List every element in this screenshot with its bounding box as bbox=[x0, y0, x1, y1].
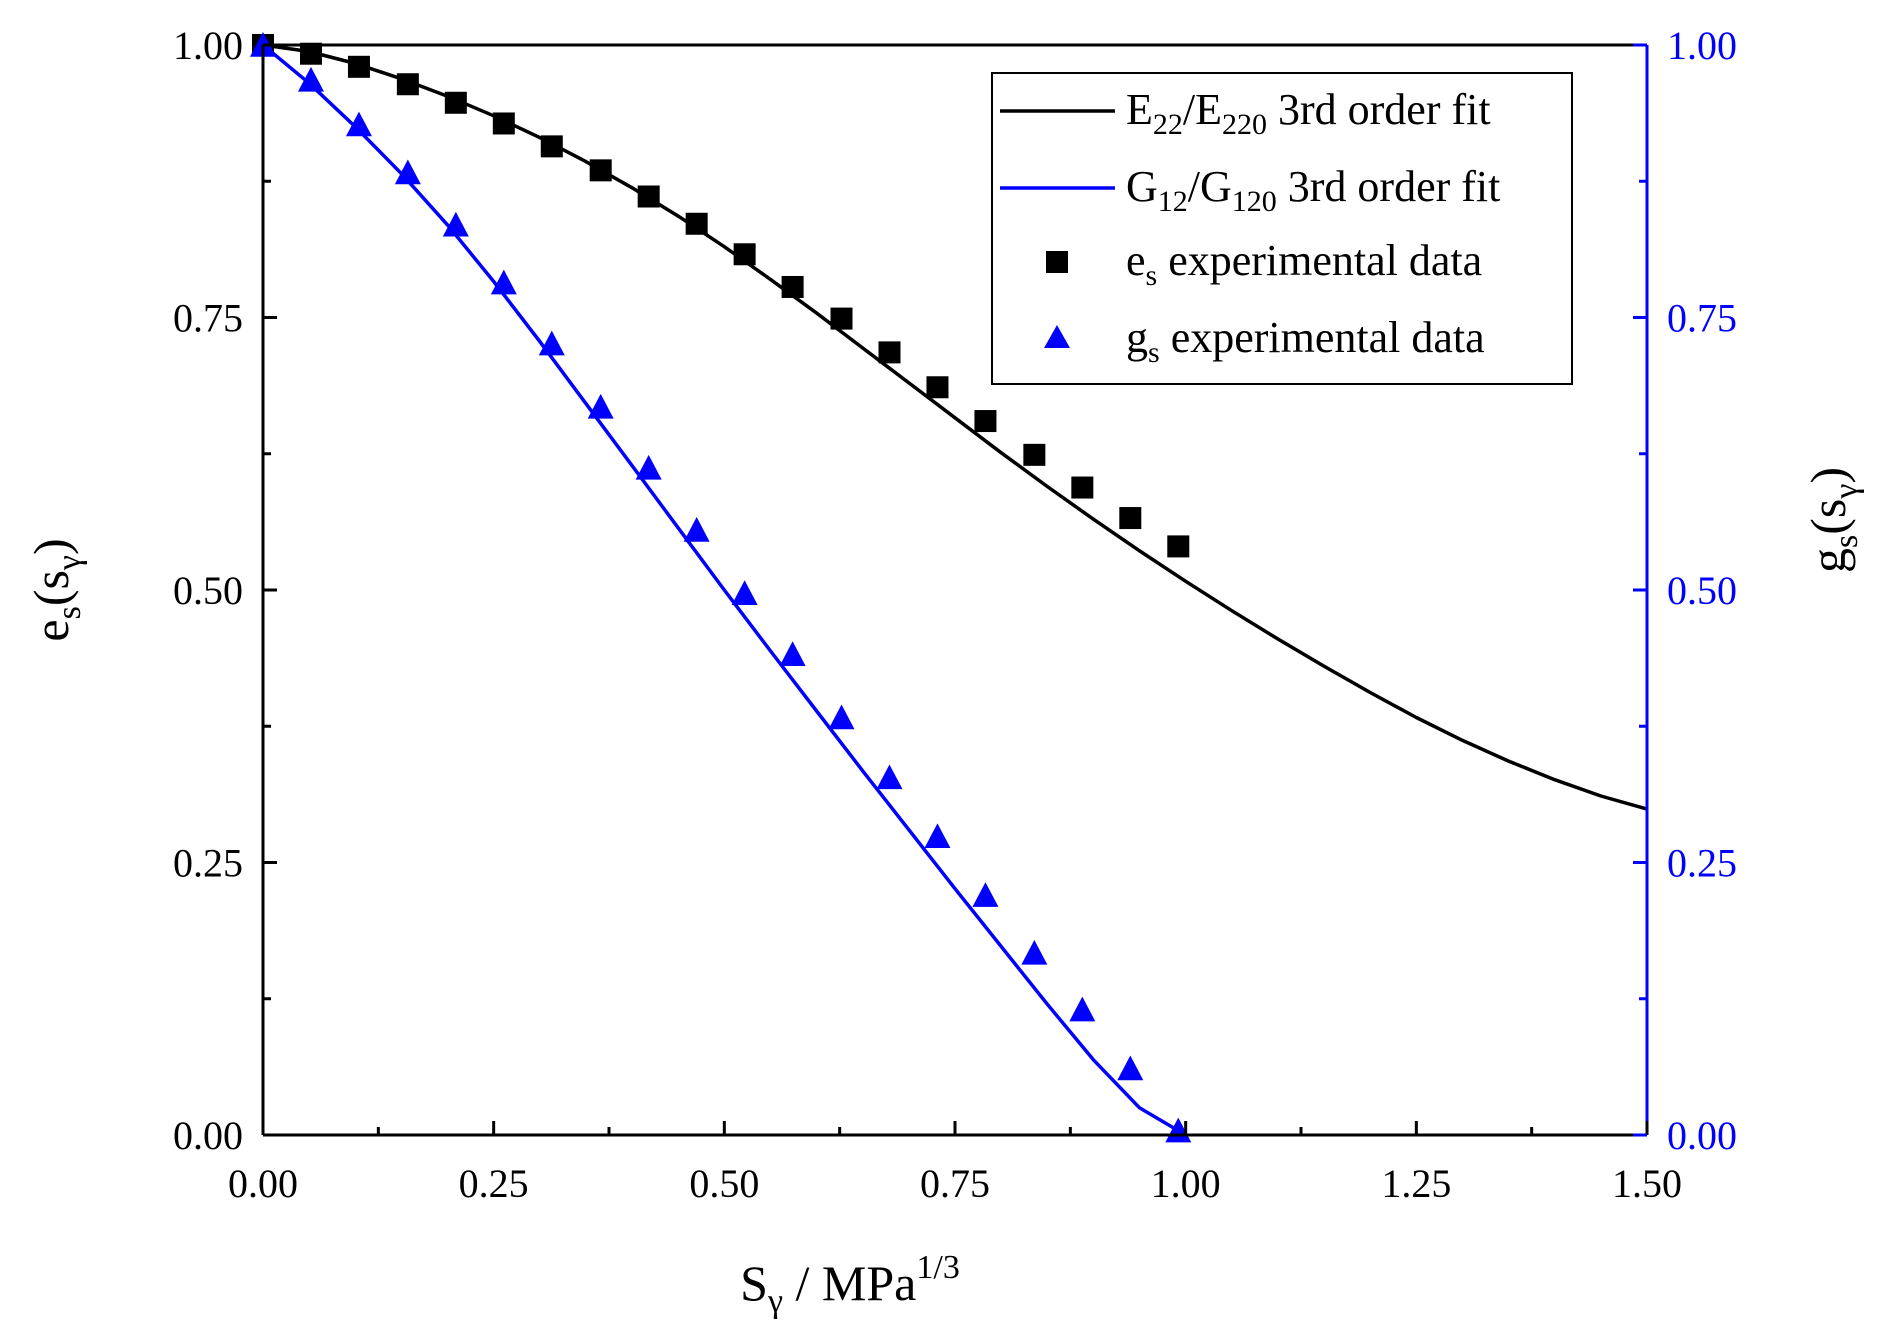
legend-label-gs-exp: gs experimental data bbox=[1126, 313, 1485, 369]
y-tick-label-right: 1.00 bbox=[1667, 23, 1737, 68]
plot-area bbox=[250, 32, 1648, 1143]
y-tick-label-left: 0.75 bbox=[173, 296, 243, 341]
x-tick-label: 1.25 bbox=[1381, 1161, 1451, 1206]
data-point-gs_exp bbox=[1117, 1055, 1144, 1081]
data-point-gs_exp bbox=[490, 269, 517, 295]
legend-marker-es-exp bbox=[1046, 251, 1068, 273]
data-point-es_exp bbox=[492, 112, 515, 135]
legend: E22/E220 3rd order fit G12/G120 3rd orde… bbox=[991, 72, 1573, 385]
data-point-es_exp bbox=[299, 42, 322, 65]
data-point-gs_exp bbox=[924, 823, 951, 849]
data-point-gs_exp bbox=[442, 211, 469, 237]
data-point-gs_exp bbox=[587, 393, 614, 419]
data-point-gs_exp bbox=[1165, 1117, 1192, 1143]
data-point-es_exp bbox=[685, 212, 708, 235]
legend-label-es-exp: es experimental data bbox=[1126, 236, 1482, 292]
x-tick-label: 1.50 bbox=[1612, 1161, 1682, 1206]
data-point-gs_exp bbox=[683, 517, 710, 542]
legend-marker-gs-exp bbox=[1044, 325, 1070, 348]
data-point-gs_exp bbox=[779, 641, 806, 667]
data-point-es_exp bbox=[396, 73, 419, 96]
data-point-es_exp bbox=[1023, 443, 1046, 466]
y-axis-title-left: es(sγ) bbox=[23, 538, 88, 641]
data-point-es_exp bbox=[1071, 476, 1094, 499]
legend-label-es-fit: E22/E220 3rd order fit bbox=[1126, 85, 1491, 141]
data-point-gs_exp bbox=[1021, 939, 1048, 965]
y-tick-label-left: 0.50 bbox=[173, 568, 243, 613]
series-line-gs_fit bbox=[261, 43, 1187, 1137]
x-tick-label: 0.25 bbox=[459, 1161, 529, 1206]
data-point-gs_exp bbox=[538, 330, 565, 356]
data-point-es_exp bbox=[830, 307, 853, 330]
data-point-es_exp bbox=[589, 159, 612, 182]
data-point-es_exp bbox=[1167, 535, 1190, 558]
data-point-es_exp bbox=[926, 376, 949, 399]
data-point-es_exp bbox=[1119, 507, 1142, 530]
data-point-gs_exp bbox=[876, 764, 903, 790]
data-point-es_exp bbox=[878, 341, 901, 364]
data-point-gs_exp bbox=[1069, 996, 1096, 1022]
data-point-gs_exp bbox=[972, 882, 999, 907]
y-tick-label-right: 0.50 bbox=[1667, 568, 1737, 613]
x-tick-label: 0.75 bbox=[920, 1161, 990, 1206]
data-point-gs_exp bbox=[394, 159, 421, 185]
data-point-gs_exp bbox=[635, 454, 662, 480]
y-tick-label-left: 0.00 bbox=[173, 1113, 243, 1158]
legend-label-gs-fit: G12/G120 3rd order fit bbox=[1126, 162, 1500, 218]
data-point-es_exp bbox=[637, 185, 660, 208]
y-tick-label-left: 1.00 bbox=[173, 23, 243, 68]
data-point-es_exp bbox=[781, 275, 804, 298]
data-point-gs_exp bbox=[828, 704, 855, 730]
data-point-es_exp bbox=[540, 135, 563, 158]
x-tick-label: 0.00 bbox=[228, 1161, 298, 1206]
x-tick-label: 0.50 bbox=[689, 1161, 759, 1206]
axes: 0.00 0.25 0.50 0.75 1.00 1.25 1.500.00 0.000.25… bbox=[173, 23, 1737, 1206]
y-tick-label-right: 0.25 bbox=[1667, 841, 1737, 886]
x-axis-title: Sγ / MPa1/3 bbox=[740, 1249, 960, 1320]
legend-box bbox=[991, 72, 1573, 385]
data-point-es_exp bbox=[733, 243, 756, 266]
data-point-gs_exp bbox=[731, 580, 758, 605]
x-tick-label: 1.00 bbox=[1151, 1161, 1221, 1206]
data-point-es_exp bbox=[347, 55, 370, 78]
y-tick-label-right: 0.00 bbox=[1667, 1113, 1737, 1158]
data-point-gs_exp bbox=[297, 66, 324, 92]
y-tick-label-right: 0.75 bbox=[1667, 296, 1737, 341]
y-tick-label-left: 0.25 bbox=[173, 841, 243, 886]
data-point-gs_exp bbox=[345, 111, 372, 137]
y-axis-title-right: gs(sγ) bbox=[1800, 467, 1865, 573]
data-point-es_exp bbox=[974, 410, 997, 433]
data-point-es_exp bbox=[444, 91, 467, 114]
